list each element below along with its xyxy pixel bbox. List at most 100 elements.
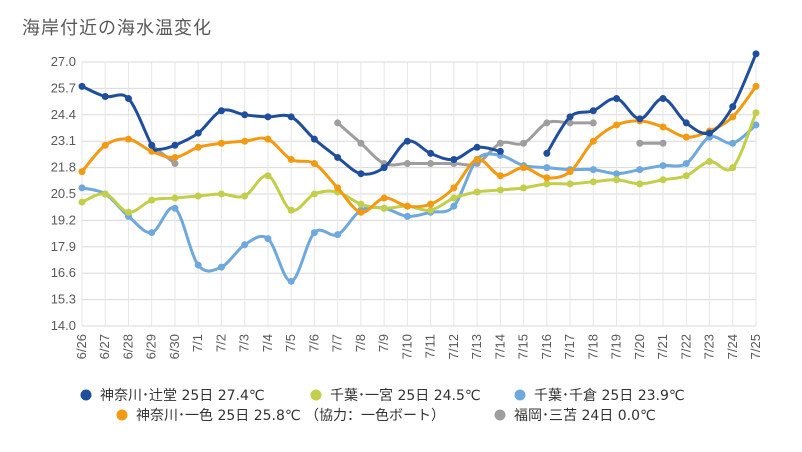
data-point	[473, 155, 481, 163]
data-point	[613, 95, 621, 103]
series-line	[80, 123, 758, 283]
data-point	[752, 82, 760, 90]
x-tick-label: 7/24	[725, 334, 740, 359]
data-point	[194, 143, 202, 151]
data-point	[613, 170, 621, 178]
data-point	[380, 164, 388, 172]
data-point	[636, 139, 644, 147]
data-point	[287, 277, 295, 285]
data-point	[659, 123, 667, 131]
data-point	[729, 113, 737, 121]
data-point	[124, 95, 132, 103]
x-tick-label: 7/11	[423, 334, 438, 358]
data-point	[124, 208, 132, 216]
x-tick-label: 7/8	[353, 334, 368, 352]
data-point	[450, 202, 458, 210]
data-point	[241, 192, 249, 200]
data-point	[682, 160, 690, 168]
data-point	[217, 107, 225, 115]
data-point	[78, 184, 86, 192]
x-tick-label: 7/23	[702, 334, 717, 359]
data-point	[78, 82, 86, 90]
data-point	[659, 162, 667, 170]
y-tick-label: 19.2	[51, 212, 76, 227]
x-tick-label: 7/20	[632, 334, 647, 359]
data-point	[101, 190, 109, 198]
data-point	[171, 204, 179, 212]
x-tick-label: 7/21	[655, 334, 670, 359]
x-tick-label: 7/19	[609, 334, 624, 359]
data-point	[566, 180, 574, 188]
data-point	[566, 168, 574, 176]
data-point	[357, 200, 365, 208]
data-point	[589, 137, 597, 145]
x-tick-label: 6/28	[120, 334, 135, 359]
y-tick-label: 24.4	[51, 107, 76, 122]
data-point	[264, 135, 272, 143]
data-point	[543, 164, 551, 172]
data-point	[589, 166, 597, 174]
data-point	[543, 174, 551, 182]
legend-marker	[116, 409, 128, 421]
data-point	[334, 184, 342, 192]
x-tick-label: 7/16	[539, 334, 554, 359]
x-tick-label: 7/22	[678, 334, 693, 359]
x-tick-label: 6/29	[144, 334, 159, 359]
data-point	[357, 208, 365, 216]
data-point	[636, 166, 644, 174]
legend-label: 神奈川･辻堂 25日 27.4℃	[100, 388, 265, 404]
data-point	[217, 263, 225, 271]
x-tick-label: 6/30	[167, 334, 182, 359]
data-point	[403, 160, 411, 168]
data-point	[706, 129, 714, 137]
data-point	[171, 141, 179, 149]
legend-marker	[494, 409, 506, 421]
data-point	[357, 170, 365, 178]
data-point	[194, 129, 202, 137]
data-point	[682, 119, 690, 127]
data-point	[217, 190, 225, 198]
data-point	[334, 153, 342, 161]
data-point	[334, 231, 342, 239]
x-axis: 6/26 6/27 6/28 6/29 6/30 7/1 7/2 7/3 7/4 7/5 7/6 7/…	[74, 334, 763, 359]
data-point	[543, 180, 551, 188]
data-point	[543, 149, 551, 157]
data-point	[427, 200, 435, 208]
x-tick-label: 7/9	[376, 334, 391, 352]
series-lines	[78, 50, 760, 285]
data-point	[613, 176, 621, 184]
x-tick-label: 6/27	[97, 334, 112, 359]
data-point	[310, 160, 318, 168]
y-tick-label: 20.5	[51, 186, 76, 201]
data-point	[636, 180, 644, 188]
series-line	[545, 52, 758, 155]
data-point	[171, 160, 179, 168]
data-point	[287, 113, 295, 121]
data-point	[473, 188, 481, 196]
data-point	[241, 241, 249, 249]
x-tick-label: 7/4	[260, 334, 275, 352]
data-point	[78, 168, 86, 176]
data-point	[287, 206, 295, 214]
data-point	[659, 95, 667, 103]
data-point	[194, 192, 202, 200]
data-point	[520, 184, 528, 192]
legend: 神奈川･辻堂 25日 27.4℃ 千葉･一宮 25日 24.5℃ 千葉･千倉 25日…	[80, 388, 685, 424]
data-point	[217, 139, 225, 147]
data-point	[636, 115, 644, 123]
y-tick-label: 15.3	[51, 292, 76, 307]
data-point	[241, 137, 249, 145]
data-point	[496, 147, 504, 155]
data-point	[520, 164, 528, 172]
data-point	[589, 178, 597, 186]
data-point	[729, 103, 737, 111]
data-point	[403, 212, 411, 220]
data-point	[148, 196, 156, 204]
data-point	[659, 139, 667, 147]
data-point	[101, 141, 109, 149]
x-tick-label: 7/12	[446, 334, 461, 359]
data-point	[334, 119, 342, 127]
x-tick-label: 6/26	[74, 334, 89, 359]
y-tick-label: 25.7	[51, 80, 76, 95]
